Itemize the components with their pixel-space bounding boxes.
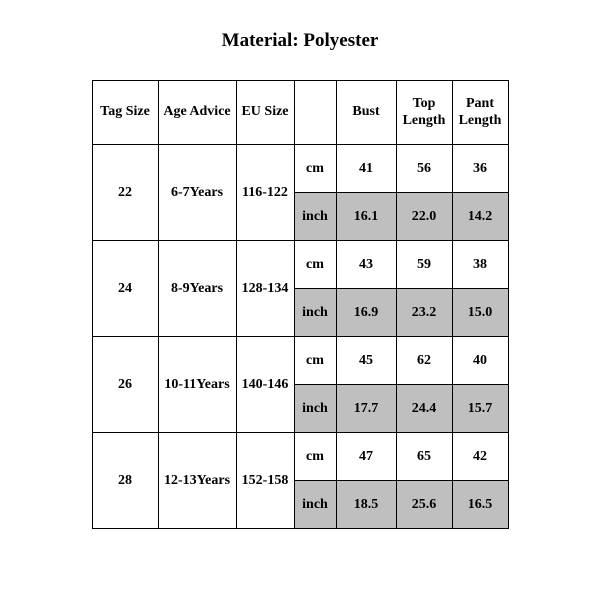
cell-bust-cm: 47: [336, 433, 396, 481]
cell-top-inch: 25.6: [396, 481, 452, 529]
col-top-length: TopLength: [396, 81, 452, 145]
col-unit: [294, 81, 336, 145]
cell-pant-inch: 15.0: [452, 289, 508, 337]
cell-top-cm: 56: [396, 145, 452, 193]
cell-tag-size: 26: [92, 337, 158, 433]
cell-eu-size: 152-158: [236, 433, 294, 529]
col-pant-length: PantLength: [452, 81, 508, 145]
cell-top-cm: 62: [396, 337, 452, 385]
col-top-length-label: TopLength: [403, 96, 446, 128]
cell-unit-inch: inch: [294, 289, 336, 337]
cell-top-cm: 59: [396, 241, 452, 289]
table-row: 24 8-9Years 128-134 cm 43 59 38: [92, 241, 508, 289]
cell-tag-size: 24: [92, 241, 158, 337]
table-row: 28 12-13Years 152-158 cm 47 65 42: [92, 433, 508, 481]
cell-eu-size: 128-134: [236, 241, 294, 337]
cell-unit-cm: cm: [294, 241, 336, 289]
page: Material: Polyester Tag Size Age Advice …: [0, 0, 600, 600]
cell-top-cm: 65: [396, 433, 452, 481]
cell-pant-cm: 36: [452, 145, 508, 193]
cell-top-inch: 23.2: [396, 289, 452, 337]
table-row: 22 6-7Years 116-122 cm 41 56 36: [92, 145, 508, 193]
col-pant-length-label: PantLength: [459, 96, 502, 128]
cell-top-inch: 24.4: [396, 385, 452, 433]
cell-pant-cm: 40: [452, 337, 508, 385]
cell-bust-cm: 41: [336, 145, 396, 193]
col-bust: Bust: [336, 81, 396, 145]
cell-bust-inch: 16.1: [336, 193, 396, 241]
cell-age-advice: 6-7Years: [158, 145, 236, 241]
cell-tag-size: 22: [92, 145, 158, 241]
cell-unit-cm: cm: [294, 145, 336, 193]
cell-unit-cm: cm: [294, 337, 336, 385]
col-tag-size: Tag Size: [92, 81, 158, 145]
size-chart-table: Tag Size Age Advice EU Size Bust TopLeng…: [92, 80, 509, 529]
cell-pant-cm: 38: [452, 241, 508, 289]
table-header-row: Tag Size Age Advice EU Size Bust TopLeng…: [92, 81, 508, 145]
table-head: Tag Size Age Advice EU Size Bust TopLeng…: [92, 81, 508, 145]
cell-pant-inch: 14.2: [452, 193, 508, 241]
cell-bust-cm: 43: [336, 241, 396, 289]
page-title: Material: Polyester: [0, 30, 600, 52]
col-age-advice: Age Advice: [158, 81, 236, 145]
cell-bust-inch: 17.7: [336, 385, 396, 433]
table-body: 22 6-7Years 116-122 cm 41 56 36 inch 16.…: [92, 145, 508, 529]
cell-eu-size: 140-146: [236, 337, 294, 433]
cell-pant-inch: 16.5: [452, 481, 508, 529]
cell-tag-size: 28: [92, 433, 158, 529]
col-eu-size: EU Size: [236, 81, 294, 145]
cell-pant-cm: 42: [452, 433, 508, 481]
cell-unit-inch: inch: [294, 481, 336, 529]
cell-eu-size: 116-122: [236, 145, 294, 241]
cell-unit-inch: inch: [294, 193, 336, 241]
cell-top-inch: 22.0: [396, 193, 452, 241]
cell-age-advice: 8-9Years: [158, 241, 236, 337]
cell-pant-inch: 15.7: [452, 385, 508, 433]
cell-unit-inch: inch: [294, 385, 336, 433]
cell-bust-inch: 18.5: [336, 481, 396, 529]
table-row: 26 10-11Years 140-146 cm 45 62 40: [92, 337, 508, 385]
cell-bust-cm: 45: [336, 337, 396, 385]
cell-age-advice: 12-13Years: [158, 433, 236, 529]
cell-unit-cm: cm: [294, 433, 336, 481]
cell-bust-inch: 16.9: [336, 289, 396, 337]
cell-age-advice: 10-11Years: [158, 337, 236, 433]
